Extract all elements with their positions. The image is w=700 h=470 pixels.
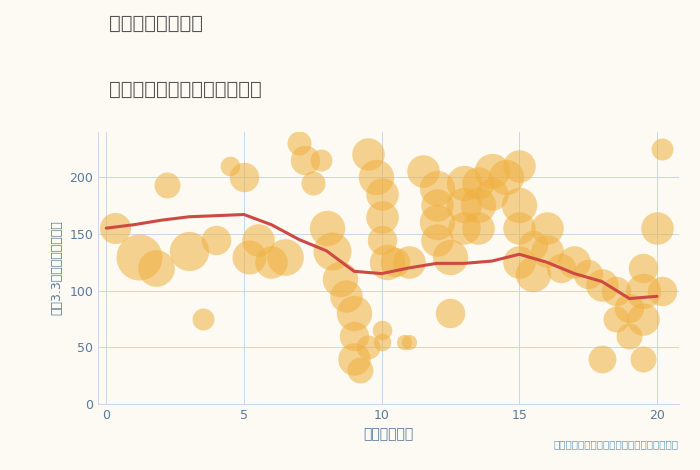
Point bbox=[382, 258, 393, 266]
Point bbox=[316, 156, 327, 164]
Point bbox=[458, 202, 470, 209]
Point bbox=[486, 190, 498, 198]
Point bbox=[500, 173, 511, 181]
Point bbox=[266, 258, 277, 266]
Point bbox=[134, 253, 145, 260]
Point bbox=[596, 355, 608, 362]
Point bbox=[541, 224, 552, 232]
Point bbox=[473, 179, 484, 187]
Point bbox=[638, 264, 649, 272]
Point bbox=[326, 247, 337, 255]
Point bbox=[244, 253, 255, 260]
Point bbox=[340, 292, 351, 300]
Text: 神奈川県鴨居駅の: 神奈川県鴨居駅の bbox=[108, 14, 202, 33]
Point bbox=[370, 173, 382, 181]
Point bbox=[458, 224, 470, 232]
Point bbox=[431, 219, 442, 226]
Y-axis label: 坪（3.3㎡）単価（万円）: 坪（3.3㎡）単価（万円） bbox=[50, 220, 64, 315]
Point bbox=[473, 202, 484, 209]
Point bbox=[458, 179, 470, 187]
Point bbox=[161, 181, 172, 189]
Point bbox=[252, 236, 263, 243]
Point bbox=[417, 168, 428, 175]
Point bbox=[514, 224, 525, 232]
Point bbox=[225, 162, 236, 170]
Point bbox=[445, 310, 456, 317]
Point bbox=[362, 344, 373, 351]
Point bbox=[349, 355, 360, 362]
Point bbox=[349, 332, 360, 340]
Point bbox=[376, 338, 387, 345]
Point bbox=[528, 242, 539, 249]
Point bbox=[238, 173, 249, 181]
Point bbox=[211, 236, 222, 243]
Point bbox=[657, 287, 668, 294]
Point bbox=[514, 202, 525, 209]
Point bbox=[541, 247, 552, 255]
Point bbox=[279, 253, 290, 260]
Point bbox=[652, 224, 663, 232]
Point bbox=[109, 224, 120, 232]
Point bbox=[514, 162, 525, 170]
Point bbox=[555, 264, 566, 272]
Point bbox=[183, 247, 195, 255]
Point bbox=[321, 224, 332, 232]
Point bbox=[657, 145, 668, 152]
Point bbox=[398, 338, 409, 345]
Point bbox=[404, 258, 415, 266]
Point bbox=[638, 355, 649, 362]
Point bbox=[610, 287, 622, 294]
Point bbox=[624, 304, 635, 312]
Point bbox=[638, 287, 649, 294]
Point bbox=[376, 236, 387, 243]
Point bbox=[445, 253, 456, 260]
Point bbox=[610, 315, 622, 323]
Point bbox=[638, 315, 649, 323]
Point bbox=[376, 190, 387, 198]
Point bbox=[514, 258, 525, 266]
Point bbox=[404, 338, 415, 345]
Point bbox=[376, 213, 387, 220]
Point bbox=[596, 281, 608, 289]
Text: 円の大きさは、取引のあった物件面積を示す: 円の大きさは、取引のあった物件面積を示す bbox=[554, 439, 679, 450]
Point bbox=[197, 315, 208, 323]
Point bbox=[299, 156, 310, 164]
Point bbox=[362, 150, 373, 158]
Point bbox=[431, 202, 442, 209]
Point bbox=[376, 327, 387, 334]
Point bbox=[582, 270, 594, 277]
Point bbox=[473, 224, 484, 232]
Point bbox=[431, 185, 442, 192]
Point bbox=[150, 264, 162, 272]
Point bbox=[569, 258, 580, 266]
Point bbox=[486, 168, 498, 175]
Point bbox=[307, 179, 318, 187]
Point bbox=[354, 367, 365, 374]
Text: 駅距離別中古マンション価格: 駅距離別中古マンション価格 bbox=[108, 80, 261, 99]
Point bbox=[624, 332, 635, 340]
Point bbox=[335, 275, 346, 283]
Point bbox=[349, 310, 360, 317]
Point bbox=[390, 258, 401, 266]
Point bbox=[431, 236, 442, 243]
Point bbox=[293, 139, 304, 147]
Point bbox=[528, 270, 539, 277]
X-axis label: 駅距離（分）: 駅距離（分） bbox=[363, 428, 414, 442]
